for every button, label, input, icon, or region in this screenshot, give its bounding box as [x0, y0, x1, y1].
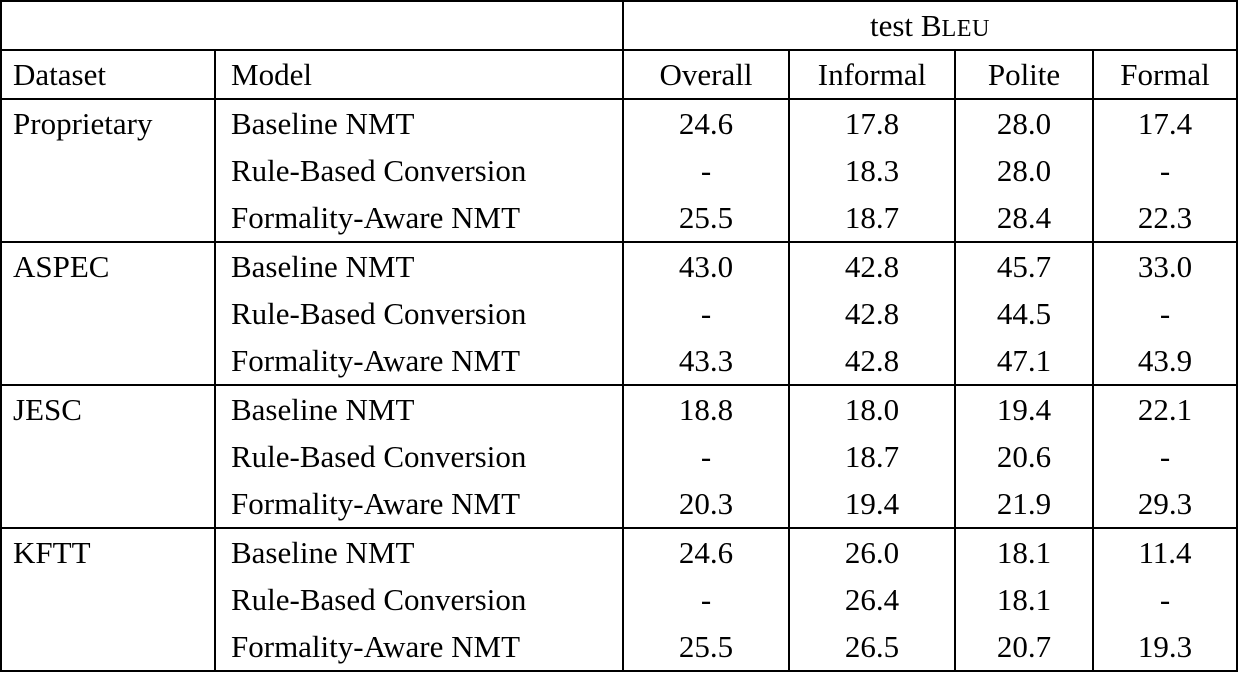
model-cell: Formality-Aware NMT	[215, 480, 624, 528]
informal-cell: 18.0	[789, 385, 956, 433]
overall-cell: 18.8	[623, 385, 790, 433]
formal-cell: 33.0	[1137, 248, 1193, 284]
column-header-row: Dataset Model Overall Informal Polite Fo…	[1, 50, 1237, 100]
informal-cell: 42.8	[789, 290, 956, 337]
col-header-informal: Informal	[789, 50, 956, 100]
formal-cell: -	[1159, 438, 1171, 474]
formal-cell: -	[1159, 581, 1171, 617]
overall-cell: 43.0	[623, 242, 790, 290]
table-row: JESC Baseline NMT 18.8 18.0 19.4 22.1	[1, 385, 1237, 528]
col-header-formal: Formal	[1093, 50, 1237, 100]
informal-cell: 18.7	[789, 433, 956, 480]
model-cell: Formality-Aware NMT	[215, 194, 624, 242]
span-header-test-bleu: test BLEU	[623, 1, 1237, 51]
overall-cell: -	[623, 290, 790, 337]
informal-cell: 26.5	[789, 623, 956, 671]
model-cell: Rule-Based Conversion	[215, 290, 624, 337]
informal-cell: 42.8	[789, 242, 956, 290]
dataset-cell: ASPEC	[1, 242, 216, 385]
table-row: Rule-Based Conversion - 26.4 18.1 -	[1, 576, 1237, 623]
informal-cell: 19.4	[789, 480, 956, 528]
polite-cell: 45.7	[955, 242, 1094, 290]
col-header-dataset: Dataset	[1, 50, 216, 100]
col-header-polite: Polite	[955, 50, 1094, 100]
group-proprietary: Proprietary Baseline NMT 24.6 17.8 28.0 …	[1, 99, 1237, 242]
formal-cell: 22.3	[1137, 199, 1193, 235]
group-aspec: ASPEC Baseline NMT 43.0 42.8 45.7 33.0 R…	[1, 242, 1237, 385]
model-cell: Baseline NMT	[215, 242, 624, 290]
formal-cell: 11.4	[1138, 534, 1192, 570]
polite-cell: 19.4	[955, 385, 1094, 433]
dataset-cell: KFTT	[1, 528, 216, 671]
table-row: Rule-Based Conversion - 18.3 28.0 -	[1, 147, 1237, 194]
model-cell: Baseline NMT	[215, 528, 624, 576]
informal-cell: 18.3	[789, 147, 956, 194]
model-cell: Rule-Based Conversion	[215, 433, 624, 480]
table-row: Formality-Aware NMT 25.5 26.5 20.7 19.3	[1, 623, 1237, 671]
span-header-prefix: test	[870, 7, 921, 43]
corner-empty-cell	[1, 1, 624, 51]
span-header-initial: B	[920, 7, 942, 43]
table-row: Formality-Aware NMT 25.5 18.7 28.4 22.3	[1, 194, 1237, 242]
col-header-model: Model	[215, 50, 624, 100]
polite-cell: 20.7	[955, 623, 1094, 671]
overall-cell: 25.5	[623, 194, 790, 242]
overall-cell: 24.6	[623, 99, 790, 147]
table-row: Formality-Aware NMT 20.3 19.4 21.9 29.3	[1, 480, 1237, 528]
polite-cell: 20.6	[955, 433, 1094, 480]
polite-cell: 18.1	[955, 576, 1094, 623]
informal-cell: 42.8	[789, 337, 956, 385]
informal-cell: 17.8	[789, 99, 956, 147]
table-row: ASPEC Baseline NMT 43.0 42.8 45.7 33.0	[1, 242, 1237, 385]
overall-cell: 43.3	[623, 337, 790, 385]
model-cell: Baseline NMT	[215, 385, 624, 433]
overall-cell: 24.6	[623, 528, 790, 576]
polite-cell: 28.0	[955, 99, 1094, 147]
group-kftt: KFTT Baseline NMT 24.6 26.0 18.1 11.4 Ru…	[1, 528, 1237, 671]
polite-cell: 47.1	[955, 337, 1094, 385]
dataset-cell: Proprietary	[1, 99, 216, 242]
span-header-smallcaps: LEU	[941, 14, 990, 42]
overall-cell: 25.5	[623, 623, 790, 671]
table-row: Rule-Based Conversion - 42.8 44.5 -	[1, 290, 1237, 337]
polite-cell: 44.5	[955, 290, 1094, 337]
group-jesc: JESC Baseline NMT 18.8 18.0 19.4 22.1 Ru…	[1, 385, 1237, 528]
model-cell: Formality-Aware NMT	[215, 337, 624, 385]
formal-cell: -	[1159, 295, 1171, 331]
table-row: Rule-Based Conversion - 18.7 20.6 -	[1, 433, 1237, 480]
polite-cell: 18.1	[955, 528, 1094, 576]
informal-cell: 18.7	[789, 194, 956, 242]
span-header-row: test BLEU	[1, 1, 1237, 51]
formal-cell: -	[1159, 152, 1171, 188]
formal-cell: 17.4	[1137, 105, 1193, 141]
overall-cell: 20.3	[623, 480, 790, 528]
model-cell: Rule-Based Conversion	[215, 576, 624, 623]
table-row: Formality-Aware NMT 43.3 42.8 47.1 43.9	[1, 337, 1237, 385]
model-cell: Baseline NMT	[215, 99, 624, 147]
overall-cell: -	[623, 147, 790, 194]
informal-cell: 26.0	[789, 528, 956, 576]
table-row: KFTT Baseline NMT 24.6 26.0 18.1 11.4	[1, 528, 1237, 671]
polite-cell: 28.0	[955, 147, 1094, 194]
formal-cell: 43.9	[1137, 342, 1193, 378]
overall-cell: -	[623, 433, 790, 480]
table-row: Proprietary Baseline NMT 24.6 17.8 28.0 …	[1, 99, 1237, 242]
polite-cell: 28.4	[955, 194, 1094, 242]
dataset-cell: JESC	[1, 385, 216, 528]
polite-cell: 21.9	[955, 480, 1094, 528]
formal-cell: 29.3	[1137, 485, 1193, 521]
overall-cell: -	[623, 576, 790, 623]
model-cell: Formality-Aware NMT	[215, 623, 624, 671]
informal-cell: 26.4	[789, 576, 956, 623]
col-header-overall: Overall	[623, 50, 790, 100]
formal-cell: 19.3	[1137, 628, 1193, 664]
model-cell: Rule-Based Conversion	[215, 147, 624, 194]
formal-cell: 22.1	[1137, 391, 1193, 427]
